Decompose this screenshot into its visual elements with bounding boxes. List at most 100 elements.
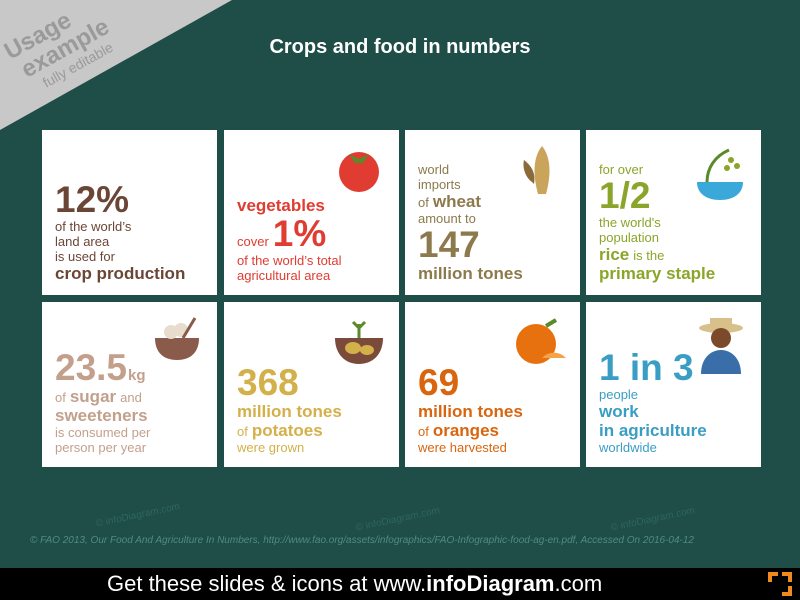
card-line: land area (55, 234, 207, 249)
card-text: amount to (418, 211, 476, 226)
icon (155, 317, 199, 360)
card: world imports of wheat amount to 147 million t… (405, 130, 580, 295)
card-text: sweeteners (55, 406, 148, 425)
card-line: population (599, 230, 751, 245)
icon (699, 318, 743, 374)
card-line: imports (418, 177, 570, 192)
card-text: and (120, 390, 142, 405)
card-line: of potatoes (237, 421, 389, 440)
card-line: 1/2 (599, 177, 751, 215)
card-text: world (418, 162, 450, 177)
card-text: person per year (55, 440, 147, 455)
card-text: kg (128, 367, 146, 384)
card: vegetables cover 1% of the world’s total agr… (224, 130, 399, 295)
watermark: © infoDiagram.com (94, 501, 181, 530)
icon (335, 320, 383, 364)
card-text: people (599, 387, 639, 402)
card-text: were harvested (418, 440, 507, 455)
icon (516, 318, 566, 364)
card-line: of sugar and (55, 387, 207, 406)
card-line: agricultural area (237, 268, 389, 283)
card-text: work (599, 402, 639, 421)
source: © FAO 2013, Our Food And Agriculture In … (30, 535, 694, 546)
card: 368 million tones of potatoes were grown (224, 302, 399, 467)
icon (523, 146, 550, 194)
card: 23.5kg of sugar and sweeteners is consumed pe… (42, 302, 217, 467)
card-line: in agriculture (599, 421, 751, 440)
card-text: imports (418, 177, 461, 192)
card-line: rice is the (599, 245, 751, 264)
card-text: of (418, 195, 429, 210)
card-text: of the world’s (55, 219, 132, 234)
card-line: 368 (237, 364, 389, 402)
card-line: the world's (599, 215, 751, 230)
card-text: were grown (237, 440, 305, 455)
card-text: million tones (237, 402, 342, 421)
card-line: 12% (55, 181, 207, 219)
card-line: primary staple (599, 264, 751, 283)
card-text: is consumed per (55, 425, 151, 440)
card-text: 1% (272, 213, 327, 254)
card-line: work (599, 402, 751, 421)
card-line: of oranges (418, 421, 570, 440)
card-line: is used for (55, 249, 207, 264)
card-line: cover 1% (237, 215, 389, 253)
card-text: potatoes (251, 421, 323, 440)
card-text: for over (599, 162, 644, 177)
card-text: 12% (55, 179, 130, 220)
card-text: 1 in 3 (599, 347, 694, 388)
card-line: crop production (55, 264, 207, 283)
card-line: 69 (418, 364, 570, 402)
card-line: 1 in 3 (599, 349, 751, 387)
card-text: of (237, 424, 248, 439)
card-line: were grown (237, 440, 389, 455)
card-text: of the world’s total (237, 253, 342, 268)
card-line: for over (599, 162, 751, 177)
card-text: million tones (418, 402, 523, 421)
card-text: 1/2 (599, 175, 651, 216)
card-text: cover (237, 234, 269, 249)
card-line: vegetables (237, 196, 389, 215)
card-line: world (418, 162, 570, 177)
footer-text: infoDiagram (426, 571, 555, 596)
card-line: person per year (55, 440, 207, 455)
card-line: people (599, 387, 751, 402)
card-text: population (599, 230, 659, 245)
card-text: of (55, 390, 66, 405)
card-text: is the (633, 248, 665, 263)
card-text: primary staple (599, 264, 716, 283)
card-line: of the world’s total (237, 253, 389, 268)
card: 69 million tones of oranges were harvested (405, 302, 580, 467)
banner: Usage example fully editable (0, 0, 232, 130)
card-line: were harvested (418, 440, 570, 455)
footer-text: .com (554, 571, 603, 596)
card-line: 23.5kg (55, 349, 207, 387)
card-line: million tones (418, 264, 570, 283)
card-text: the world's (599, 215, 661, 230)
card-text: of (418, 424, 429, 439)
watermark: © infoDiagram.com (354, 505, 441, 534)
card-line: worldwide (599, 440, 751, 455)
card-text: rice (599, 245, 630, 264)
logo (768, 572, 792, 596)
card-line: 147 (418, 226, 570, 264)
card-line: sweeteners (55, 406, 207, 425)
watermark: © infoDiagram.com (609, 505, 696, 534)
banner-shape (0, 0, 232, 130)
footer-bar: Get these slides & icons at www.infoDiag… (0, 568, 800, 600)
card-text: oranges (432, 421, 499, 440)
card-text: is used for (55, 249, 115, 264)
card-line: of the world’s (55, 219, 207, 234)
card-line: million tones (418, 402, 570, 421)
card: 1 in 3 people work in agriculture worldwide (586, 302, 761, 467)
card-line: amount to (418, 211, 570, 226)
card-text: 147 (418, 224, 480, 265)
card-line: is consumed per (55, 425, 207, 440)
card-text: worldwide (599, 440, 657, 455)
card-text: 69 (418, 362, 460, 403)
card-text: million tones (418, 264, 523, 283)
card-text: crop production (55, 264, 186, 283)
title: Crops and food in numbers (269, 36, 531, 58)
card-text: vegetables (237, 196, 325, 215)
